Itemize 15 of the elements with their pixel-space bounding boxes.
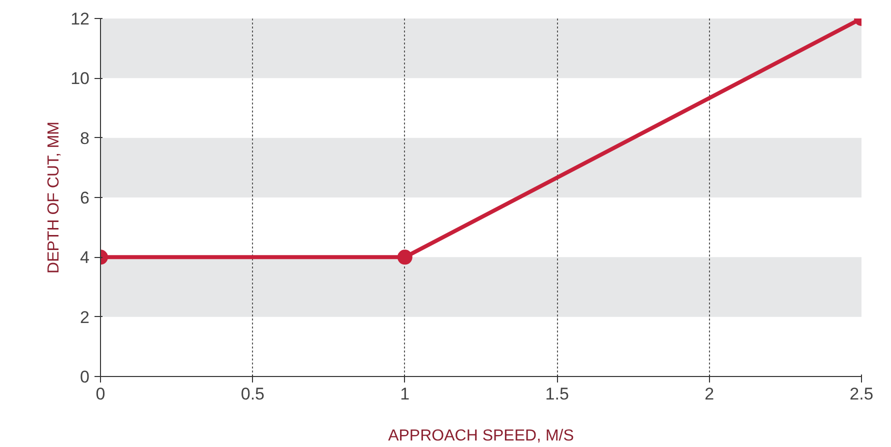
x-tick-label: 2 bbox=[704, 384, 714, 404]
y-tick-label: 8 bbox=[80, 128, 90, 148]
y-tick-label: 6 bbox=[80, 188, 90, 208]
y-tick-label: 10 bbox=[70, 69, 90, 88]
y-tick-label: 12 bbox=[70, 10, 90, 28]
x-axis-title: APPROACH SPEED, M/S bbox=[388, 428, 574, 444]
y-tick-label: 2 bbox=[80, 308, 90, 327]
x-tick-label: 1.5 bbox=[545, 384, 569, 404]
x-tick-label: 1 bbox=[400, 384, 410, 404]
x-tick-label: 2.5 bbox=[850, 384, 874, 404]
x-tick-label: 0.5 bbox=[240, 384, 265, 404]
y-axis-title: DEPTH OF CUT, MM bbox=[46, 121, 63, 274]
y-tick-label: 4 bbox=[80, 248, 90, 268]
x-tick-label: 0 bbox=[96, 384, 106, 404]
y-tick-label: 0 bbox=[80, 368, 90, 386]
